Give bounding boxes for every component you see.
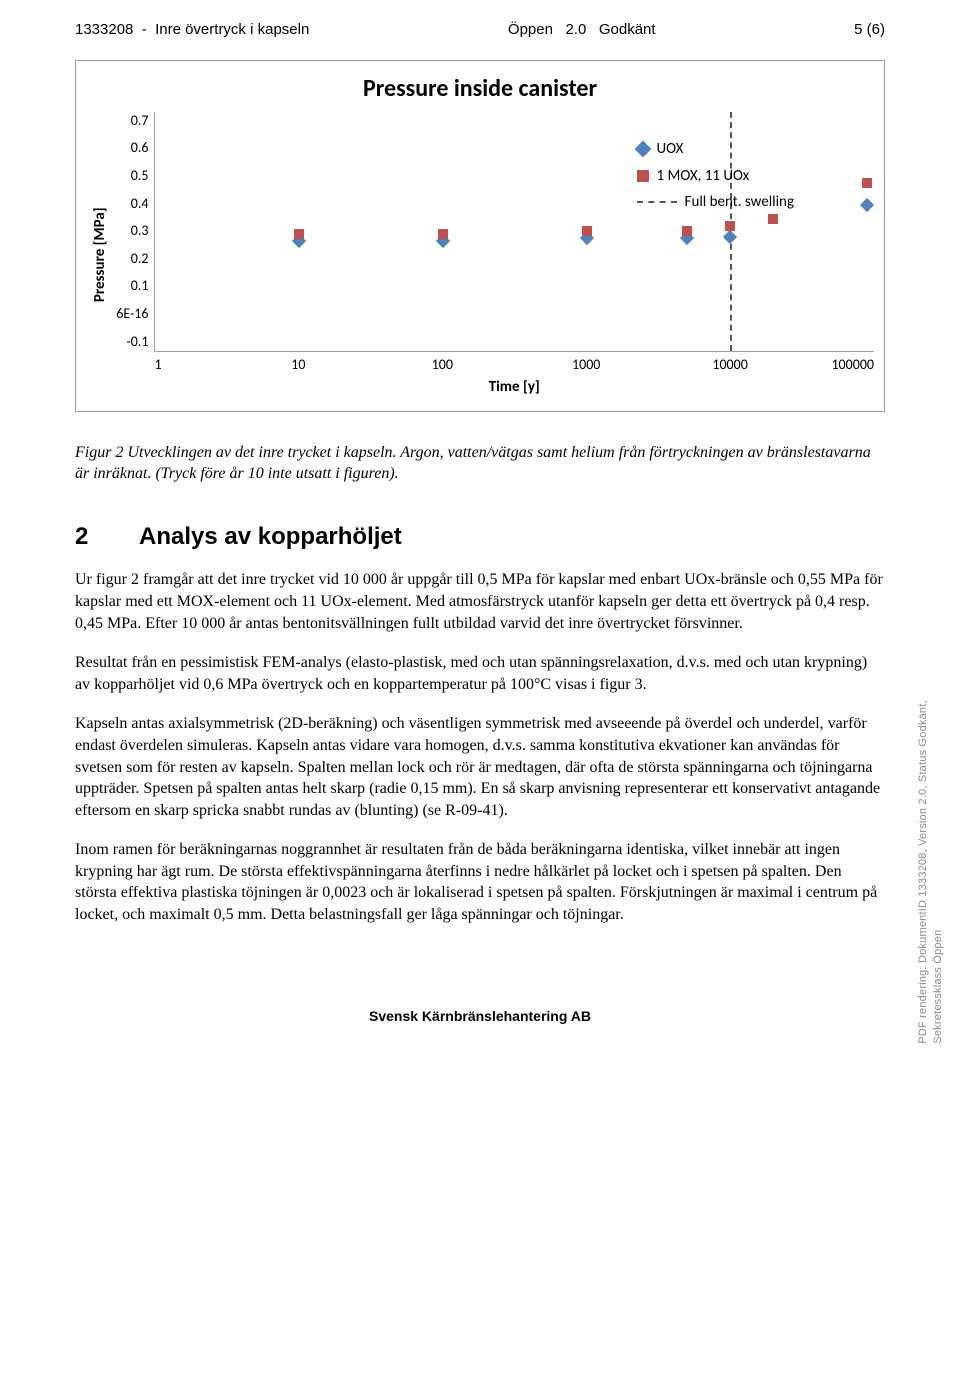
- x-ticks: 110100100010000100000: [154, 356, 874, 375]
- y-tick: -0.1: [126, 333, 148, 352]
- y-tick: 0.6: [131, 139, 149, 158]
- square-marker: [862, 178, 872, 188]
- square-marker: [682, 226, 692, 236]
- x-tick: 1000: [514, 356, 658, 375]
- figure-caption: Figur 2 Utvecklingen av det inre trycket…: [75, 442, 885, 485]
- page-header: 1333208 - Inre övertryck i kapseln Öppen…: [75, 20, 885, 40]
- doc-title: Inre övertryck i kapseln: [155, 21, 309, 38]
- diamond-marker: [860, 198, 874, 212]
- square-marker: [294, 229, 304, 239]
- pdf-metadata-side: PDF rendering: DokumentID 1333208, Versi…: [916, 640, 946, 1044]
- legend-label: 1 MOX, 11 UOx: [657, 166, 750, 186]
- paragraph-4: Inom ramen för beräkningarnas noggrannhe…: [75, 839, 885, 925]
- legend-item: UOX: [637, 139, 794, 159]
- x-tick: 100: [370, 356, 514, 375]
- paragraph-1: Ur figur 2 framgår att det inre trycket …: [75, 569, 885, 634]
- paragraph-2: Resultat från en pessimistisk FEM-analys…: [75, 652, 885, 695]
- y-tick: 0.5: [131, 167, 149, 186]
- header-center: Öppen 2.0 Godkänt: [508, 20, 656, 40]
- page-footer: Svensk Kärnbränslehantering AB: [0, 1007, 960, 1026]
- header-left: 1333208 - Inre övertryck i kapseln: [75, 20, 309, 40]
- header-page: 5 (6): [854, 20, 885, 40]
- chart-legend: UOX 1 MOX, 11 UOx Full bent. swelling: [637, 139, 794, 218]
- status: Godkänt: [599, 21, 656, 38]
- square-marker: [582, 226, 592, 236]
- classification: Öppen: [508, 21, 553, 38]
- x-tick: 100000: [802, 356, 874, 375]
- section-number: 2: [75, 521, 139, 553]
- diamond-icon: [634, 141, 651, 158]
- legend-label: Full bent. swelling: [685, 192, 794, 212]
- section-heading: 2Analys av kopparhöljet: [75, 521, 885, 553]
- y-axis-label: Pressure [MPa]: [86, 112, 114, 397]
- x-tick: 1: [154, 356, 226, 375]
- chart-title: Pressure inside canister: [86, 73, 874, 105]
- y-ticks: 0.7 0.6 0.5 0.4 0.3 0.2 0.1 6E-16 -0.1: [114, 112, 154, 352]
- x-tick: 10000: [658, 356, 802, 375]
- y-tick: 0.1: [131, 277, 149, 296]
- y-tick: 0.3: [131, 222, 149, 241]
- y-tick: 0.7: [131, 112, 149, 131]
- legend-label: UOX: [657, 139, 684, 159]
- diamond-marker: [723, 230, 737, 244]
- legend-item: 1 MOX, 11 UOx: [637, 166, 794, 186]
- x-axis-label: Time [y]: [154, 377, 874, 397]
- version: 2.0: [565, 21, 586, 38]
- section-title: Analys av kopparhöljet: [139, 523, 402, 550]
- square-marker: [725, 221, 735, 231]
- dash-icon: [637, 201, 677, 203]
- y-tick: 0.2: [131, 250, 149, 269]
- square-icon: [637, 170, 649, 182]
- paragraph-3: Kapseln antas axialsymmetrisk (2D-beräkn…: [75, 713, 885, 821]
- x-tick: 10: [226, 356, 370, 375]
- y-tick: 0.4: [131, 195, 149, 214]
- pressure-chart: Pressure inside canister Pressure [MPa] …: [75, 60, 885, 412]
- square-marker: [438, 229, 448, 239]
- legend-item: Full bent. swelling: [637, 192, 794, 212]
- y-tick: 6E-16: [116, 305, 148, 324]
- doc-id: 1333208: [75, 21, 133, 38]
